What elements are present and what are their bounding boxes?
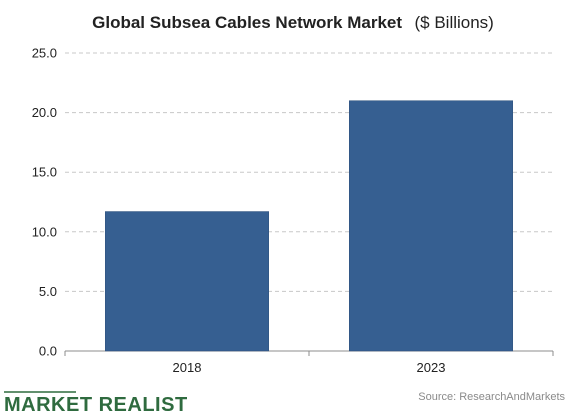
logo-text: MARKET REALIST	[4, 394, 188, 416]
bar-2023	[349, 100, 513, 352]
bars	[105, 100, 513, 352]
x-tick-label: 2023	[417, 360, 446, 375]
chart-title-main: Global Subsea Cables Network Market	[92, 13, 402, 32]
x-tick-labels: 2018 2023	[173, 360, 446, 375]
bar-2018	[105, 211, 269, 352]
axes	[64, 350, 554, 356]
y-tick-label: 0.0	[39, 344, 57, 359]
x-tick-label: 2018	[173, 360, 202, 375]
source-note: Source: ResearchAndMarkets	[418, 391, 565, 403]
y-tick-label: 25.0	[32, 46, 57, 61]
chart-title: Global Subsea Cables Network Market ($ B…	[92, 13, 494, 32]
chart-title-suffix: ($ Billions)	[414, 13, 493, 32]
y-tick-label: 20.0	[32, 105, 57, 120]
y-tick-label: 10.0	[32, 224, 57, 239]
y-tick-labels: 0.0 5.0 10.0 15.0 20.0 25.0	[32, 46, 57, 359]
market-realist-logo: MARKET REALIST	[4, 391, 188, 416]
y-tick-label: 15.0	[32, 165, 57, 180]
y-tick-label: 5.0	[39, 284, 57, 299]
